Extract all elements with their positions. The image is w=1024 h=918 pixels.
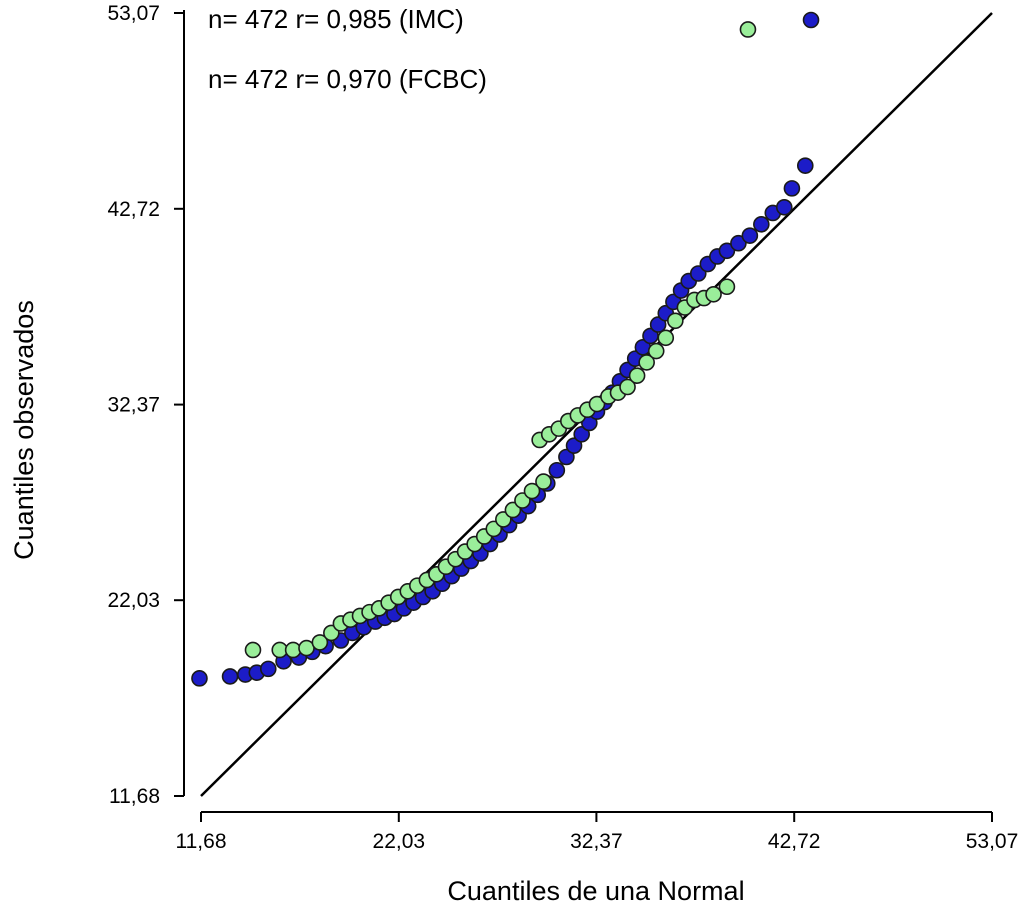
data-point bbox=[565, 437, 583, 454]
data-point bbox=[548, 461, 566, 479]
x-tick-label: 53,07 bbox=[966, 830, 1019, 853]
series-1 bbox=[244, 21, 757, 659]
data-point bbox=[619, 378, 636, 396]
data-point bbox=[259, 660, 277, 678]
y-tick-label: 11,68 bbox=[109, 785, 160, 808]
data-point bbox=[802, 11, 820, 29]
y-tick-label: 22,03 bbox=[107, 589, 160, 612]
y-tick-label: 42,72 bbox=[107, 198, 160, 221]
data-point bbox=[741, 227, 759, 244]
data-point bbox=[657, 329, 675, 347]
data-point bbox=[191, 670, 208, 687]
data-point bbox=[573, 425, 590, 443]
data-point bbox=[284, 641, 302, 659]
data-points bbox=[191, 11, 820, 687]
y-tick-label: 32,37 bbox=[107, 394, 160, 417]
data-point bbox=[718, 278, 736, 296]
data-point bbox=[638, 354, 655, 371]
data-point bbox=[647, 342, 665, 360]
data-point bbox=[667, 312, 684, 330]
data-point bbox=[753, 216, 770, 233]
data-point bbox=[705, 286, 722, 303]
data-point bbox=[796, 157, 814, 174]
ticks: 11,68 22,03 32,37 42,72 53,07 11,68 22,03 32,37… bbox=[107, 2, 1018, 853]
data-point bbox=[221, 668, 239, 685]
data-point bbox=[311, 634, 329, 651]
x-tick-label: 42,72 bbox=[768, 830, 821, 853]
data-point bbox=[783, 180, 801, 197]
data-point bbox=[535, 473, 552, 490]
data-point bbox=[718, 242, 736, 260]
y-tick-label: 53,07 bbox=[107, 2, 160, 25]
data-point bbox=[558, 448, 575, 466]
data-point bbox=[649, 316, 667, 333]
y-axis-title: Cuantiles observados bbox=[9, 300, 39, 560]
annotation-imc: n= 472 r= 0,985 (IMC) bbox=[208, 4, 464, 34]
x-tick-label: 32,37 bbox=[570, 830, 623, 853]
x-tick-label: 11,68 bbox=[176, 830, 227, 853]
series-0 bbox=[191, 11, 820, 687]
data-point bbox=[628, 367, 646, 384]
data-point bbox=[730, 234, 747, 252]
x-axis-title: Cuantiles de una Normal bbox=[447, 876, 744, 906]
data-point bbox=[739, 21, 757, 38]
data-point bbox=[775, 198, 793, 216]
data-point bbox=[523, 482, 541, 500]
annotation-fcbc: n= 472 r= 0,970 (FCBC) bbox=[208, 64, 487, 94]
data-point bbox=[588, 395, 606, 413]
x-tick-label: 22,03 bbox=[373, 830, 426, 853]
data-point bbox=[244, 641, 262, 659]
